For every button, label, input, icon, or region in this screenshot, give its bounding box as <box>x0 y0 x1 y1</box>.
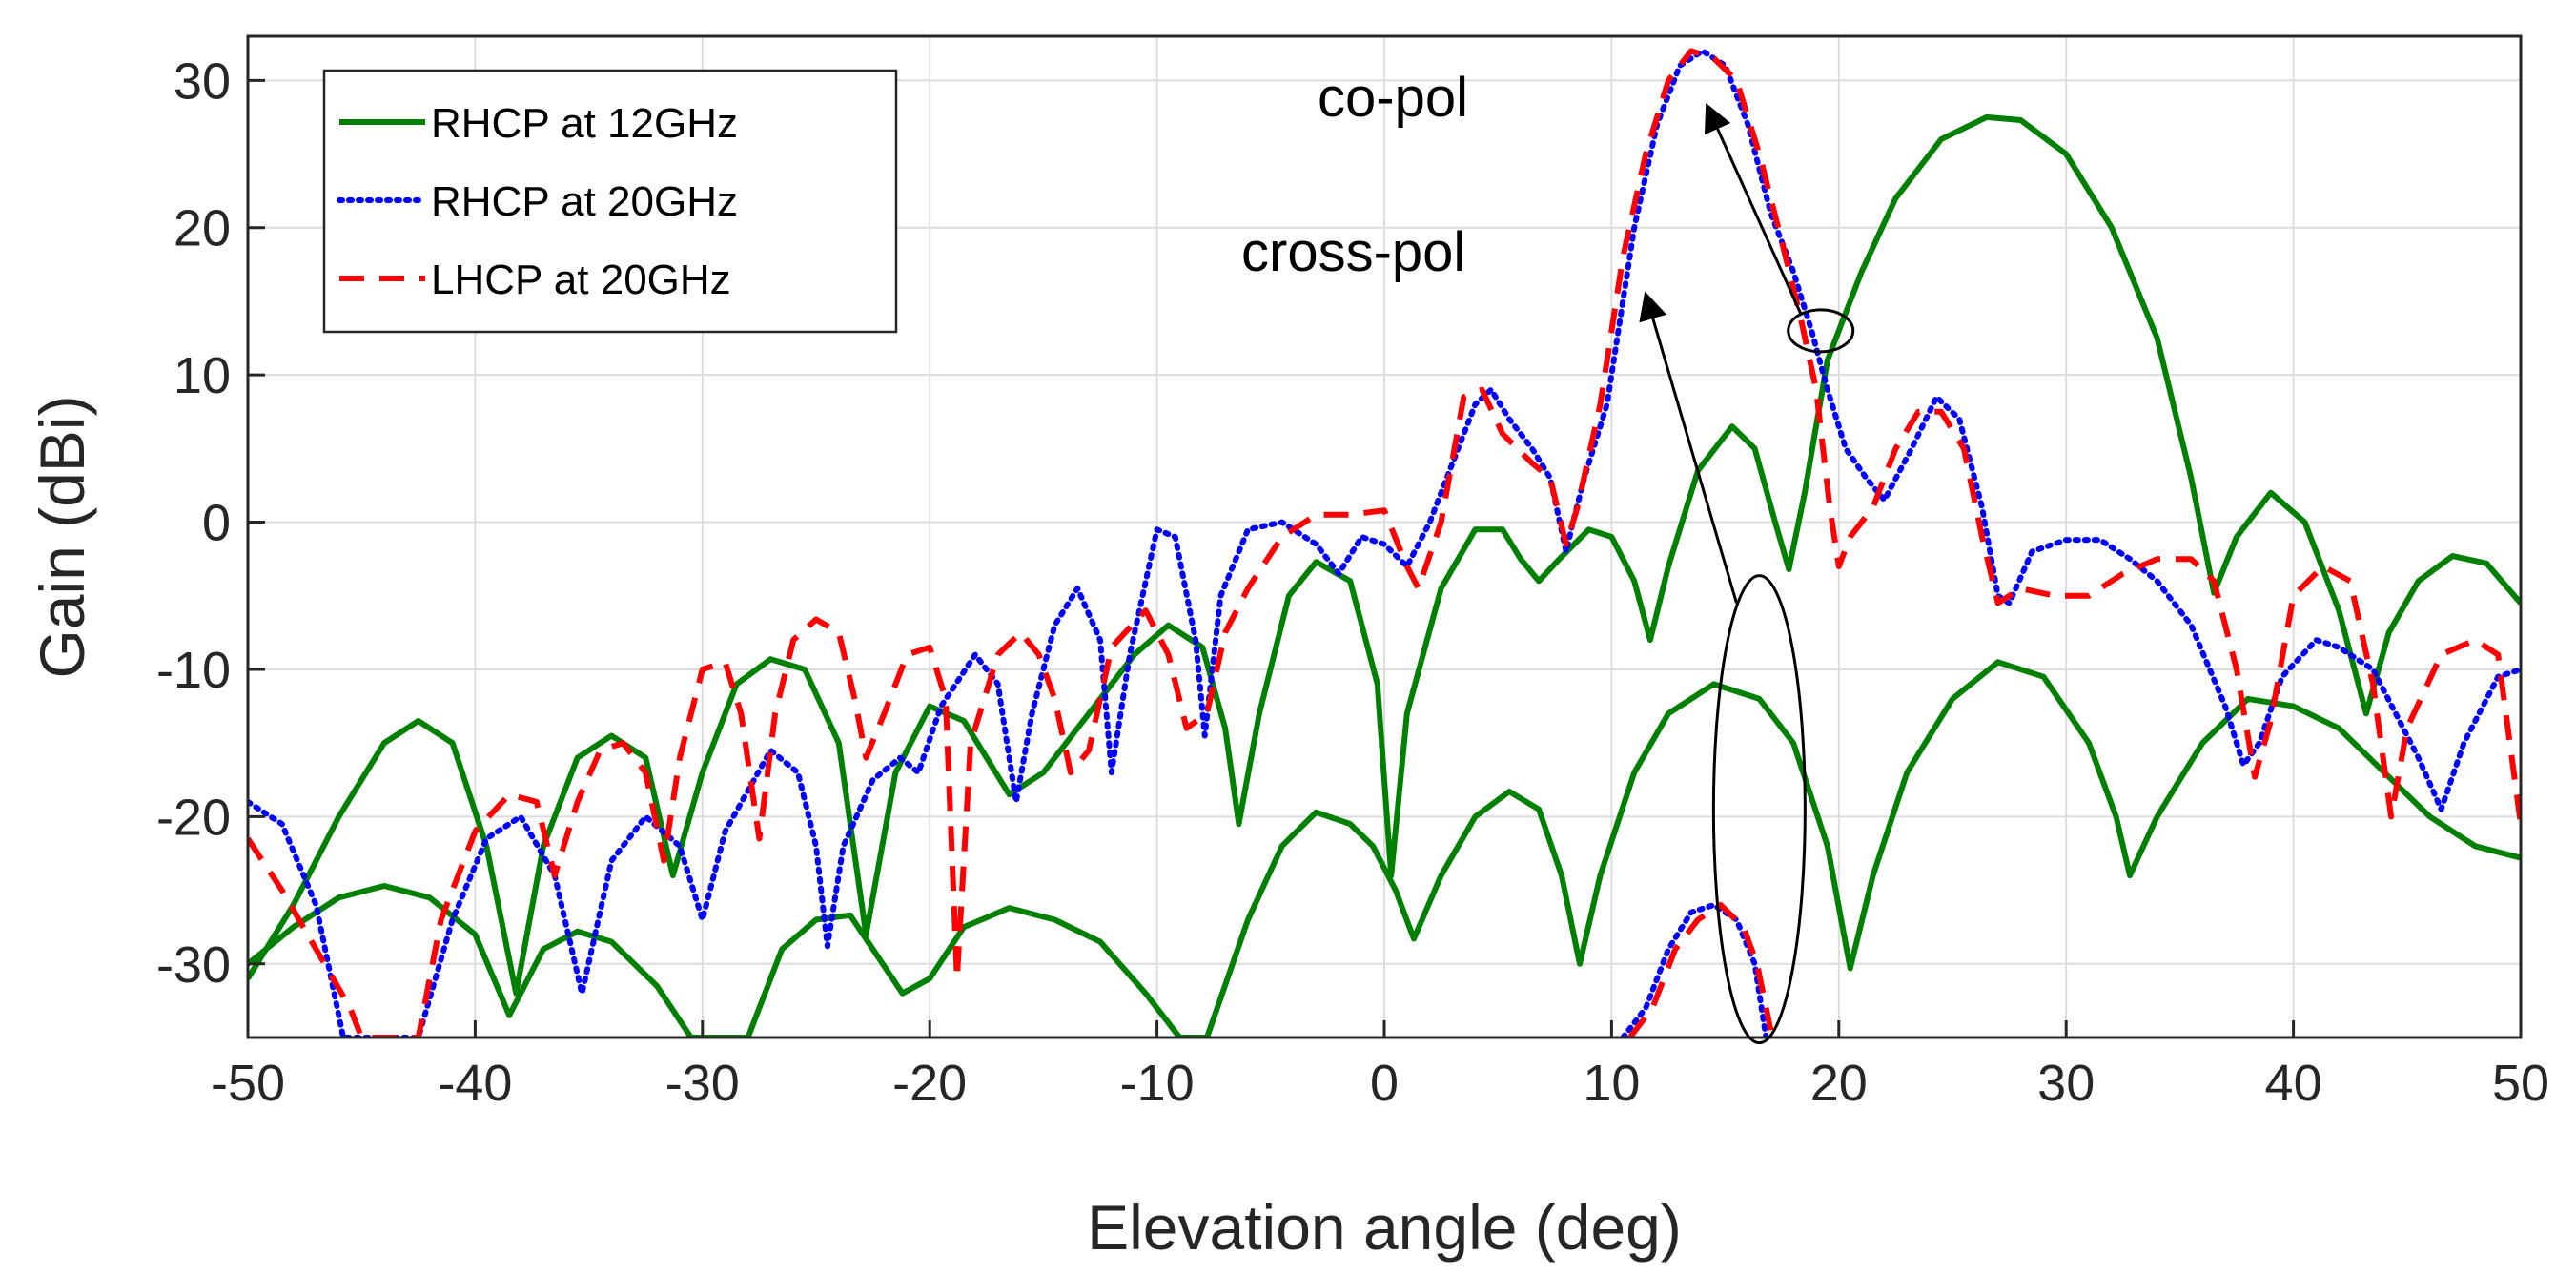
x-tick-label: 50 <box>2492 1055 2549 1112</box>
tick-labels: -50 -40 -30 -20 -10 0 10 20 30 40 50 -30 -20 -10 0 10 20… <box>156 52 2549 1112</box>
cross-pol-arrow <box>1639 291 1738 604</box>
legend-label-rhcp-12ghz: RHCP at 12GHz <box>431 100 738 147</box>
cross-pol-label: cross-pol <box>1241 221 1465 283</box>
series-line-4 <box>248 48 2521 1038</box>
series-line-5 <box>1627 902 1774 1038</box>
series-line-2 <box>248 48 2521 1038</box>
cross-pol-ellipse <box>1711 574 1807 1045</box>
co-pol-arrow <box>1704 102 1804 317</box>
series-line-0 <box>248 113 2521 997</box>
ticks <box>246 78 2523 1038</box>
x-tick-label: -10 <box>1120 1055 1195 1112</box>
y-tick-label: 10 <box>174 347 231 404</box>
x-axis-label: Elevation angle (deg) <box>1087 1192 1682 1263</box>
series-layer <box>248 48 2521 1038</box>
legend-label-lhcp-20ghz: LHCP at 20GHz <box>431 257 731 303</box>
x-tick-label: -40 <box>438 1055 512 1112</box>
x-tick-label: 0 <box>1370 1055 1399 1112</box>
x-tick-label: -20 <box>892 1055 967 1112</box>
annotation-layer: co-pol cross-pol <box>1241 67 1855 1045</box>
x-tick-label: 30 <box>2037 1055 2095 1112</box>
y-tick-label: -30 <box>156 936 231 994</box>
y-tick-label: 0 <box>202 495 231 552</box>
co-pol-label: co-pol <box>1318 67 1468 129</box>
y-tick-label: 20 <box>174 200 231 257</box>
legend: RHCP at 12GHz RHCP at 20GHz LHCP at 20GH… <box>322 69 898 334</box>
series-line-3 <box>1620 902 1769 1038</box>
y-tick-label: 30 <box>174 52 231 110</box>
x-tick-label: -30 <box>665 1055 740 1112</box>
co-pol-ellipse <box>1787 308 1855 354</box>
x-tick-label: 40 <box>2265 1055 2322 1112</box>
legend-label-rhcp-20ghz: RHCP at 20GHz <box>431 178 738 225</box>
series-line-1 <box>248 659 2521 1038</box>
x-tick-label: -50 <box>211 1055 285 1112</box>
x-tick-label: 20 <box>1810 1055 1868 1112</box>
y-axis-label: Gain (dBi) <box>27 395 97 678</box>
y-tick-label: -10 <box>156 642 231 699</box>
x-tick-label: 10 <box>1583 1055 1640 1112</box>
y-tick-label: -20 <box>156 789 231 846</box>
